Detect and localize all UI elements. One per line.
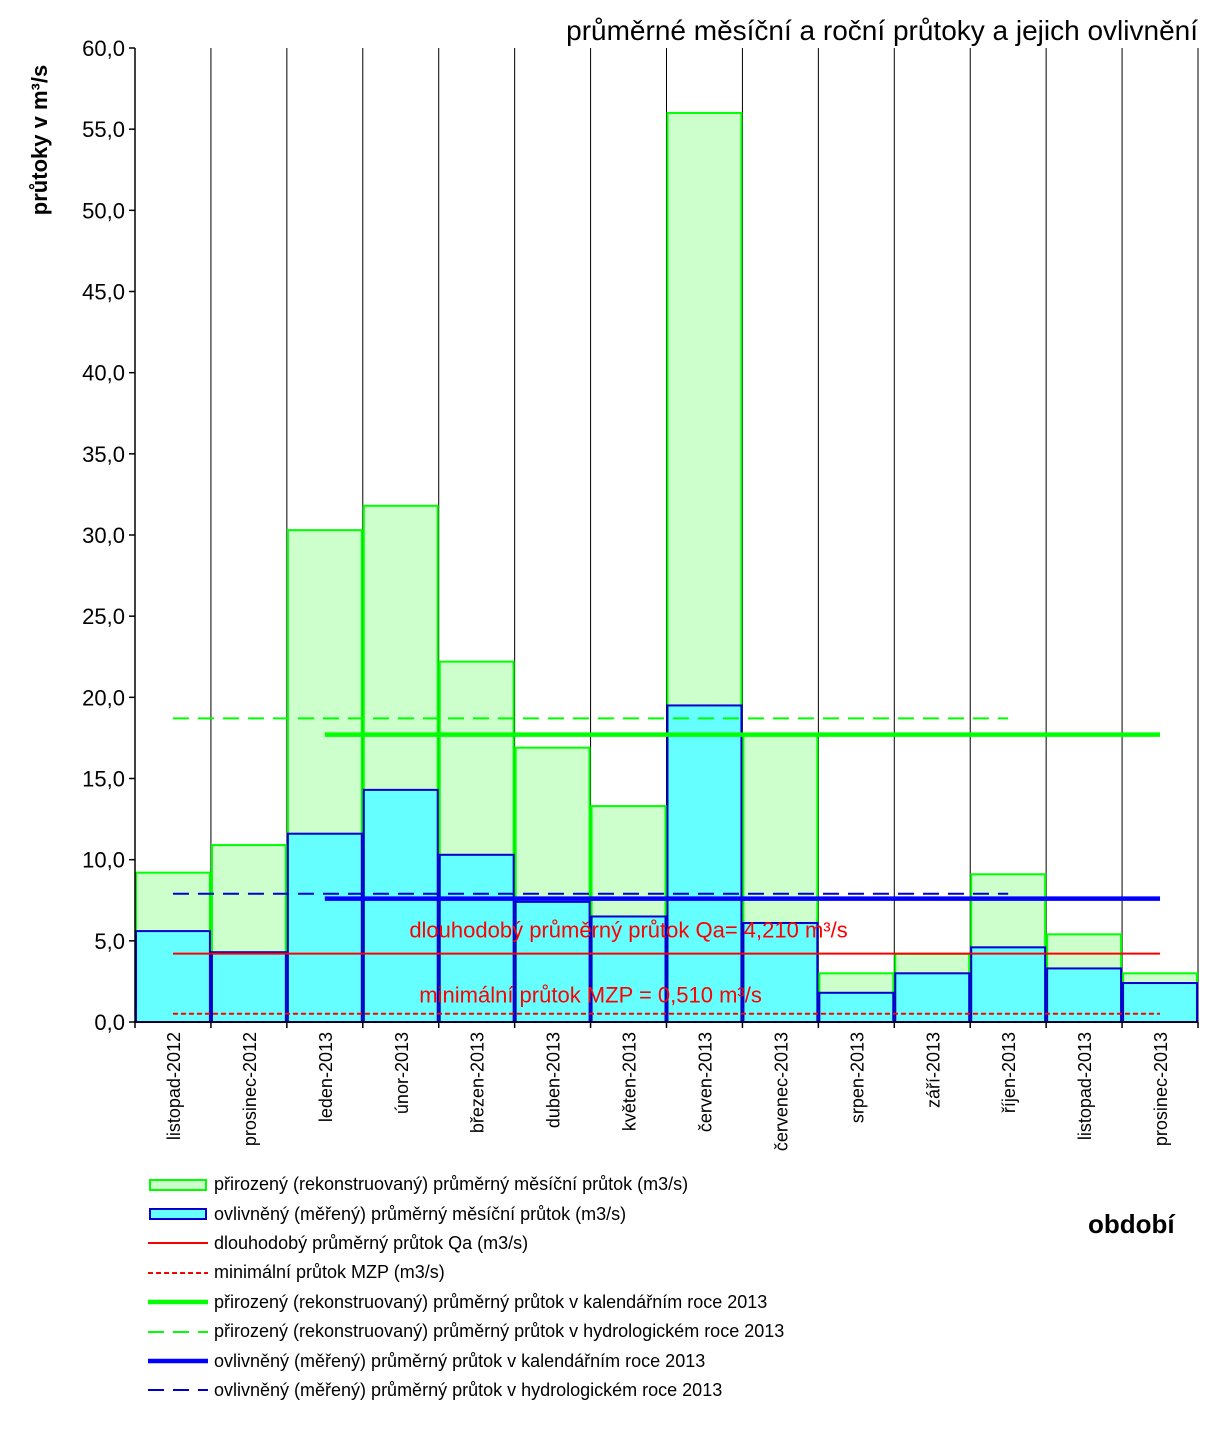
x-tick-label: únor-2013 [392, 1032, 412, 1114]
x-tick-label: leden-2013 [316, 1032, 336, 1122]
measured-monthly-bar [1046, 967, 1123, 1023]
legend-label: ovlivněný (měřený) průměrný průtok v kal… [214, 1350, 706, 1371]
qa-annotation: dlouhodobý průměrný průtok Qa= 4,210 m³/… [409, 918, 847, 943]
x-tick-label: červenec-2013 [771, 1032, 791, 1151]
x-tick-label: březen-2013 [468, 1032, 488, 1133]
legend-label: ovlivněný (měřený) průměrný průtok v hyd… [214, 1379, 723, 1400]
legend-label: přirozený (rekonstruovaný) průměrný měsí… [214, 1174, 689, 1195]
legend-item: ovlivněný (měřený) průměrný průtok v hyd… [148, 1376, 784, 1405]
measured-monthly-bar [362, 788, 439, 1024]
y-tick-label: 15,0 [82, 767, 125, 792]
legend-swatch [148, 1358, 208, 1364]
legend-swatch [148, 1389, 208, 1392]
measured-monthly-bar [742, 921, 819, 1024]
legend-item: dlouhodobý průměrný průtok Qa (m3/s) [148, 1229, 784, 1258]
legend-item: přirozený (rekonstruovaný) průměrný měsí… [148, 1170, 784, 1199]
legend-label: přirozený (rekonstruovaný) průměrný průt… [214, 1291, 768, 1312]
y-tick-label: 10,0 [82, 848, 125, 873]
legend-label: minimální průtok MZP (m3/s) [214, 1262, 445, 1283]
legend-item: přirozený (rekonstruovaný) průměrný průt… [148, 1288, 784, 1317]
y-tick-label: 20,0 [82, 685, 125, 710]
x-tick-label: říjen-2013 [999, 1032, 1019, 1113]
y-tick-label: 0,0 [94, 1010, 125, 1035]
chart: průměrné měsíční a roční průtoky a jejic… [27, 15, 1199, 1151]
x-tick-label: prosinec-2013 [1151, 1032, 1171, 1146]
y-tick-label: 35,0 [82, 442, 125, 467]
y-tick-label: 45,0 [82, 280, 125, 305]
legend-swatch [148, 1271, 208, 1274]
y-tick-label: 50,0 [82, 198, 125, 223]
plot-area: dlouhodobý průměrný průtok Qa= 4,210 m³/… [82, 36, 1199, 1151]
x-tick-label: květen-2013 [620, 1032, 640, 1131]
legend-label: dlouhodobý průměrný průtok Qa (m3/s) [214, 1232, 529, 1253]
y-tick-label: 5,0 [94, 929, 125, 954]
mzp-annotation: minimální průtok MZP = 0,510 m³/s [419, 983, 762, 1008]
measured-monthly-bar [1122, 982, 1198, 1023]
y-axis-label: průtoky v m³/s [27, 65, 52, 215]
legend-swatch [148, 1330, 208, 1333]
x-tick-label: srpen-2013 [847, 1032, 867, 1123]
legend-swatch [148, 1300, 208, 1305]
measured-monthly-bar [970, 946, 1047, 1023]
legend-swatch [149, 1178, 207, 1191]
x-tick-label: prosinec-2012 [240, 1032, 260, 1146]
legend-label: ovlivněný (měřený) průměrný měsíční průt… [214, 1203, 627, 1224]
y-tick-label: 30,0 [82, 523, 125, 548]
legend: přirozený (rekonstruovaný) průměrný měsí… [148, 1170, 784, 1405]
y-tick-label: 40,0 [82, 361, 125, 386]
measured-monthly-bar [666, 704, 743, 1023]
y-tick-label: 25,0 [82, 604, 125, 629]
y-tick-label: 60,0 [82, 36, 125, 61]
x-tick-label: duben-2013 [544, 1032, 564, 1128]
legend-item: minimální průtok MZP (m3/s) [148, 1258, 784, 1287]
x-axis-label: období [1088, 1209, 1175, 1239]
x-tick-label: listopad-2012 [164, 1032, 184, 1140]
legend-label: přirozený (rekonstruovaný) průměrný průt… [214, 1321, 785, 1342]
x-tick-label: listopad-2013 [1075, 1032, 1095, 1140]
legend-item: ovlivněný (měřený) průměrný měsíční průt… [148, 1199, 784, 1228]
measured-monthly-bar [438, 853, 515, 1024]
y-tick-label: 55,0 [82, 117, 125, 142]
chart-title: průměrné měsíční a roční průtoky a jejic… [566, 15, 1198, 46]
legend-swatch [148, 1242, 208, 1245]
x-tick-label: září-2013 [923, 1032, 943, 1108]
legend-swatch [149, 1208, 207, 1221]
legend-item: ovlivněný (měřený) průměrný průtok v kal… [148, 1346, 784, 1375]
measured-monthly-bar [210, 951, 287, 1023]
legend-item: přirozený (rekonstruovaný) průměrný průt… [148, 1317, 784, 1346]
x-tick-label: červen-2013 [695, 1032, 715, 1132]
measured-monthly-bar [286, 832, 363, 1024]
measured-monthly-bar [818, 991, 895, 1024]
measured-monthly-bar [135, 930, 211, 1023]
